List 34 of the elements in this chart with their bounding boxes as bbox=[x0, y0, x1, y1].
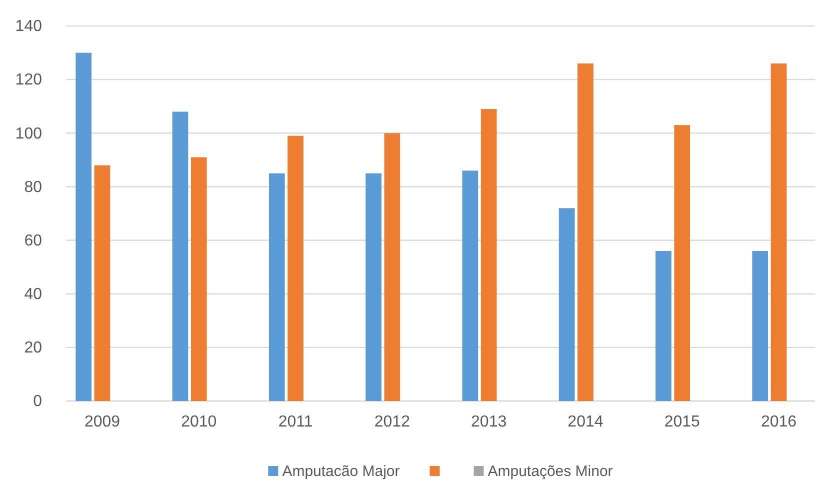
bar bbox=[384, 133, 400, 401]
bar bbox=[190, 157, 207, 401]
bar bbox=[76, 52, 92, 401]
x-tick-label: 2016 bbox=[760, 413, 797, 430]
bar bbox=[578, 64, 594, 401]
bar bbox=[462, 170, 478, 401]
x-tick-label: 2014 bbox=[568, 413, 604, 430]
bar bbox=[656, 251, 672, 401]
y-tick-label: 0 bbox=[33, 393, 42, 410]
bar bbox=[94, 165, 110, 401]
bar bbox=[480, 109, 497, 401]
bar bbox=[268, 173, 285, 401]
bar bbox=[752, 251, 768, 401]
y-tick-label: 60 bbox=[24, 232, 42, 250]
x-tick-label: 2015 bbox=[664, 413, 700, 430]
bar bbox=[770, 64, 787, 401]
bar bbox=[558, 208, 575, 401]
y-tick-label: 20 bbox=[24, 340, 42, 357]
x-tick-label: 2013 bbox=[471, 413, 507, 430]
bar bbox=[288, 136, 304, 401]
legend-label: Amputacão Major bbox=[282, 463, 400, 480]
x-tick-label: 2010 bbox=[181, 413, 217, 430]
y-tick-label: 100 bbox=[15, 125, 42, 142]
bar bbox=[674, 125, 690, 401]
y-tick-label: 120 bbox=[15, 72, 42, 89]
legend-label: Amputações Minor bbox=[488, 463, 613, 480]
x-tick-label: 2009 bbox=[84, 413, 120, 430]
y-tick-label: 80 bbox=[24, 178, 42, 196]
y-tick-label: 140 bbox=[15, 18, 42, 36]
bar bbox=[366, 173, 382, 401]
y-tick-label: 40 bbox=[24, 286, 42, 303]
bar bbox=[172, 112, 188, 401]
x-tick-label: 2012 bbox=[374, 413, 410, 430]
x-tick-label: 2011 bbox=[278, 413, 313, 430]
